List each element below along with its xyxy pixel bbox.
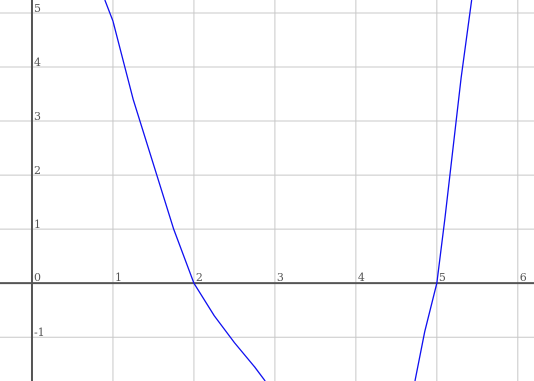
curve <box>104 0 473 381</box>
x-tick-label: 5 <box>439 271 446 284</box>
x-tick-label: 2 <box>196 271 203 284</box>
y-tick-label: 2 <box>34 164 41 177</box>
x-tick-label: 6 <box>520 271 527 284</box>
x-tick-label: 0 <box>34 271 41 284</box>
x-tick-label: 1 <box>115 271 122 284</box>
x-tick-label: 4 <box>358 271 365 284</box>
y-tick-label: 4 <box>34 56 41 69</box>
x-tick-label: 3 <box>277 271 284 284</box>
y-tick-label: 3 <box>34 110 41 123</box>
y-tick-label: 1 <box>34 218 41 231</box>
y-tick-label: -1 <box>34 326 45 339</box>
y-tick-label: 5 <box>34 2 41 15</box>
